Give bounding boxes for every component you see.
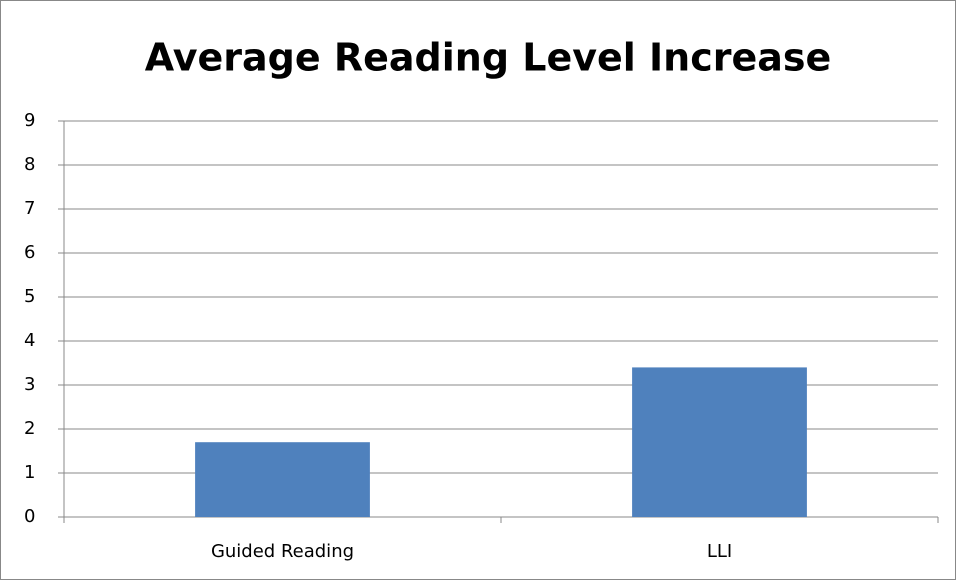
y-tick-label: 7 <box>24 198 35 219</box>
chart-title: Average Reading Level Increase <box>145 36 832 80</box>
y-tick-label: 9 <box>24 110 35 131</box>
bar <box>632 367 807 517</box>
y-tick-label: 0 <box>24 506 35 527</box>
x-tick-label: Guided Reading <box>211 541 354 562</box>
y-tick-label: 8 <box>24 154 35 175</box>
y-tick-label: 4 <box>24 330 35 351</box>
y-tick-label: 6 <box>24 242 35 263</box>
y-tick-label: 5 <box>24 286 35 307</box>
y-tick-label: 2 <box>24 418 35 439</box>
y-tick-label: 1 <box>24 462 35 483</box>
bar <box>195 442 370 517</box>
x-tick-label: LLI <box>707 541 732 562</box>
y-tick-label: 3 <box>24 374 35 395</box>
